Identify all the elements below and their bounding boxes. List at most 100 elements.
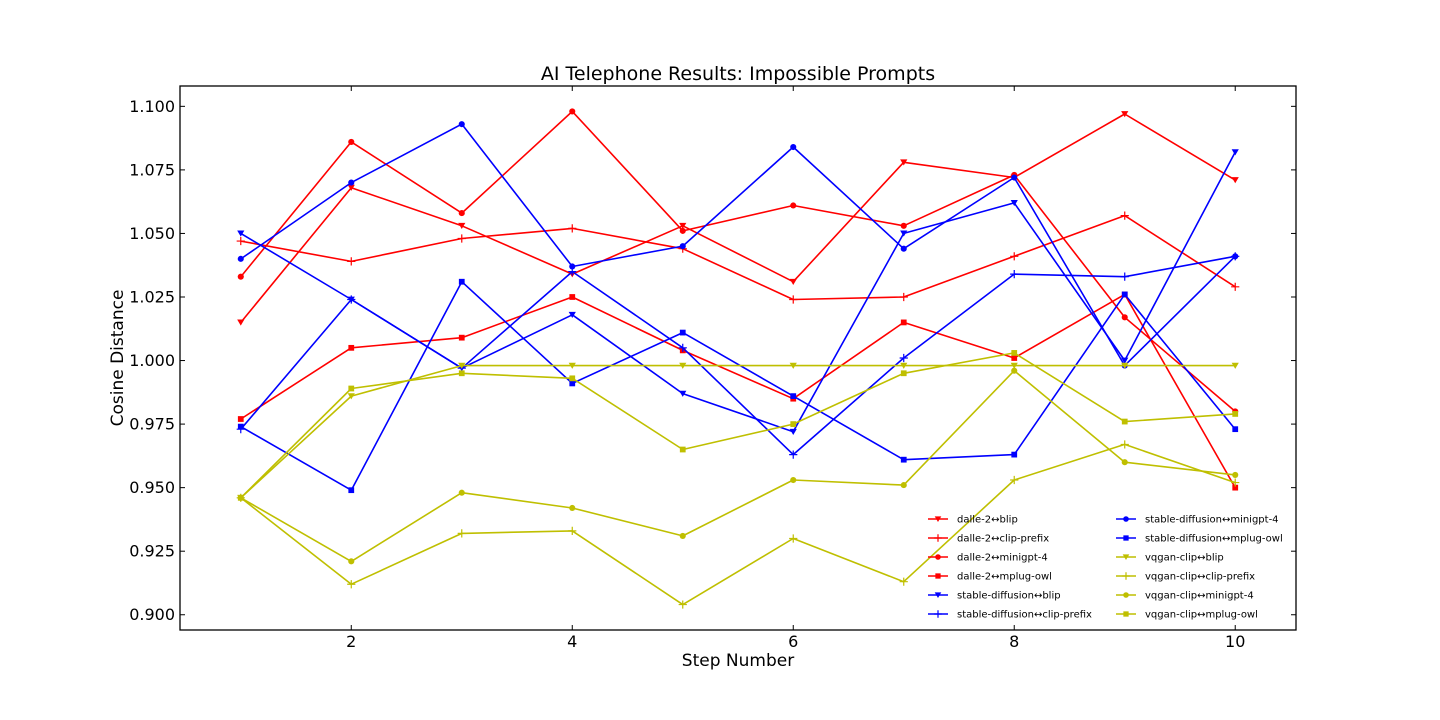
legend-item: dalle-2↔blip [928, 515, 1018, 526]
data-point [900, 370, 907, 377]
series-line [240, 293, 1236, 488]
data-point [679, 446, 686, 453]
series-7 [237, 121, 1239, 369]
data-point [348, 487, 355, 494]
data-point [458, 362, 466, 369]
legend-item: stable-diffusion↔mplug-owl [1116, 534, 1283, 545]
legend-item: vqgan-clip↔clip-prefix [1116, 572, 1255, 583]
series-line [240, 280, 1236, 492]
legend-swatch-marker [1123, 592, 1129, 598]
data-point [1010, 475, 1019, 485]
data-point [1011, 350, 1018, 356]
data-point [789, 278, 797, 285]
y-tick-label: 1.100 [129, 97, 175, 116]
data-point [1231, 478, 1240, 487]
legend-item: dalle-2↔minigpt-4 [928, 553, 1048, 564]
series-line [240, 214, 1236, 301]
data-point [569, 375, 576, 382]
legend-label: stable-diffusion↔blip [957, 591, 1061, 602]
data-point [458, 278, 465, 285]
data-point [679, 532, 686, 540]
y-tick-label: 0.925 [129, 542, 175, 561]
data-point [900, 482, 907, 489]
legend-label: dalle-2↔blip [957, 515, 1018, 526]
data-point [1011, 451, 1018, 458]
data-point [790, 202, 797, 209]
series-11 [237, 367, 1239, 565]
legend-label: dalle-2↔mplug-owl [957, 572, 1052, 583]
data-point [790, 393, 797, 400]
data-point [458, 222, 466, 230]
series-line [240, 110, 1236, 413]
data-point [790, 476, 797, 484]
data-point [347, 580, 356, 589]
y-tick-label: 0.950 [129, 478, 175, 497]
data-point [789, 428, 797, 435]
series-line [240, 369, 1236, 563]
legend-label: dalle-2↔minigpt-4 [957, 553, 1048, 564]
data-point [347, 295, 356, 304]
data-point [568, 224, 577, 233]
legend-item: stable-diffusion↔minigpt-4 [1116, 515, 1279, 526]
data-point [1232, 471, 1239, 478]
data-point [348, 138, 355, 145]
legend-label: vqgan-clip↔clip-prefix [1145, 572, 1255, 583]
data-point [458, 210, 465, 217]
data-point [236, 236, 245, 246]
series-line [240, 255, 1236, 456]
legend-swatch-marker [934, 516, 942, 522]
y-tick-label: 1.075 [129, 160, 175, 179]
data-point [458, 334, 465, 341]
data-point [1232, 411, 1239, 417]
data-point [347, 257, 356, 266]
chart-title: AI Telephone Results: Impossible Prompts [541, 63, 935, 85]
data-point [679, 329, 686, 336]
data-point [569, 294, 576, 300]
series-line [240, 352, 1236, 499]
data-point [237, 273, 244, 280]
legend-item: stable-diffusion↔clip-prefix [928, 610, 1092, 621]
y-tick-label: 0.975 [129, 415, 175, 434]
x-tick-label: 6 [788, 632, 798, 651]
data-point [458, 121, 465, 128]
data-point [1232, 484, 1239, 491]
data-point [679, 243, 686, 250]
y-tick-label: 1.050 [129, 224, 175, 243]
data-point [679, 222, 687, 230]
data-point [789, 362, 797, 369]
legend-item: dalle-2↔mplug-owl [928, 572, 1052, 583]
data-point [1121, 362, 1129, 369]
legend-swatch-marker [1123, 535, 1129, 541]
series-3 [237, 108, 1239, 415]
legend-label: dalle-2↔clip-prefix [957, 534, 1049, 545]
data-point [1121, 418, 1128, 425]
legend-swatch-marker [1123, 516, 1129, 522]
data-point [569, 504, 576, 512]
data-point [1010, 200, 1018, 207]
x-axis-label: Step Number [682, 651, 794, 671]
data-point [457, 234, 466, 243]
data-point [237, 319, 245, 326]
data-point [900, 222, 907, 229]
data-point [900, 159, 908, 166]
legend-label: vqgan-clip↔blip [1145, 553, 1224, 564]
data-point [679, 362, 687, 369]
x-tick-label: 4 [567, 632, 577, 651]
legend-swatch-marker [1123, 611, 1129, 617]
data-point [1010, 270, 1019, 279]
y-tick-label: 1.025 [129, 287, 175, 306]
legend-item: vqgan-clip↔blip [1116, 553, 1224, 564]
plot-frame [179, 85, 1297, 631]
data-point [347, 184, 355, 191]
data-point [899, 353, 908, 363]
data-point [1120, 440, 1129, 449]
data-point [568, 526, 577, 535]
data-point [569, 108, 576, 115]
legend-swatch-marker [1122, 554, 1130, 560]
series-line [240, 123, 1236, 367]
data-point [457, 529, 466, 538]
data-point [569, 263, 576, 270]
data-point [237, 230, 245, 237]
x-axis: 2 4 6 8 10 [346, 86, 1245, 651]
data-point [458, 489, 465, 496]
